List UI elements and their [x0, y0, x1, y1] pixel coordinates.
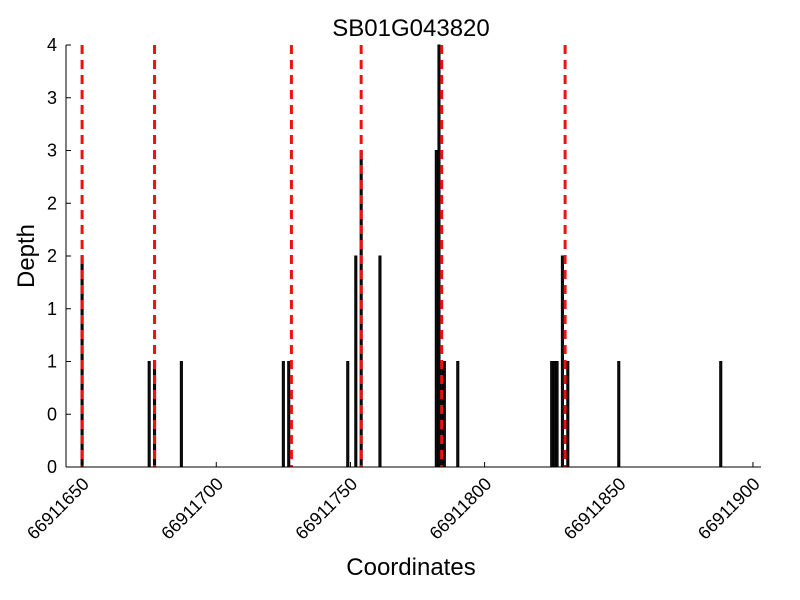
y-tick-label: 2: [47, 193, 57, 213]
depth-bar: [434, 150, 438, 468]
depth-bar: [560, 255, 564, 468]
depth-bar: [456, 361, 460, 468]
depth-bar: [442, 361, 446, 468]
marker-lines-layer: [80, 45, 567, 467]
chart-title: SB01G043820: [332, 15, 489, 42]
y-tick-label: 0: [47, 457, 57, 477]
depth-bar: [147, 361, 151, 468]
y-tick-label: 1: [47, 299, 57, 319]
depth-bar: [617, 361, 621, 468]
depth-bar: [281, 361, 285, 468]
depth-bar: [566, 361, 570, 468]
depth-bar: [179, 361, 183, 468]
y-axis-label: Depth: [13, 224, 40, 288]
depth-bar: [354, 255, 358, 468]
depth-bar: [346, 361, 350, 468]
depth-bar: [555, 361, 559, 468]
depth-bar: [719, 361, 723, 468]
y-tick-label: 1: [47, 352, 57, 372]
y-tick-label: 0: [47, 404, 57, 424]
y-tick-label: 3: [47, 88, 57, 108]
depth-bar: [552, 361, 556, 468]
depth-bar: [287, 361, 291, 468]
depth-bar: [550, 361, 554, 468]
y-tick-label: 3: [47, 141, 57, 161]
x-axis-label: Coordinates: [346, 554, 475, 581]
y-tick-label: 2: [47, 246, 57, 266]
depth-bar: [378, 255, 382, 468]
depth-bar: [437, 44, 441, 468]
y-tick-label: 4: [47, 35, 57, 55]
